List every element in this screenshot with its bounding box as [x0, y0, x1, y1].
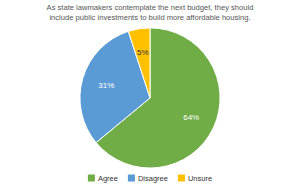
data-label: 5% [137, 48, 149, 57]
legend-label: Unsure [188, 174, 212, 183]
data-label: 31% [98, 81, 114, 90]
title-line: As state lawmakers contemplate the next … [47, 3, 254, 12]
legend-swatch [88, 175, 95, 182]
legend-item: Agree [88, 174, 118, 183]
slice [128, 28, 150, 98]
pie [80, 28, 220, 168]
legend-label: Disagree [138, 174, 168, 183]
legend-swatch [128, 175, 135, 182]
title: As state lawmakers contemplate the next … [47, 3, 254, 22]
slice [80, 31, 150, 142]
legend-item: Disagree [128, 174, 168, 183]
data-label: 64% [183, 113, 199, 122]
legend-item: Unsure [178, 174, 212, 183]
legend: Agree Disagree Unsure [88, 174, 212, 183]
legend-label: Agree [98, 174, 118, 183]
chart: As state lawmakers contemplate the next … [0, 0, 300, 186]
legend-swatch [178, 175, 185, 182]
title-line: include public investments to build more… [49, 13, 250, 22]
